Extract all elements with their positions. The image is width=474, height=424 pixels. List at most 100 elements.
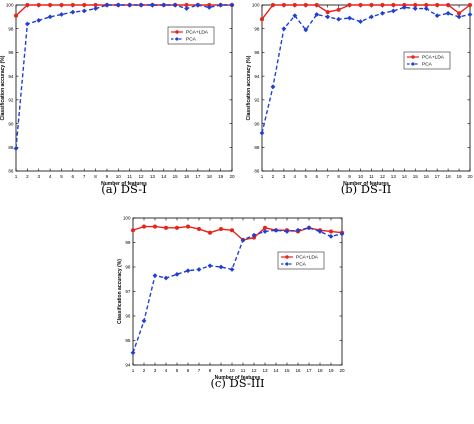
legend-label: PCA (422, 62, 433, 68)
data-point (270, 84, 276, 90)
y-tick-label: 90 (254, 121, 260, 126)
x-tick-label: 4 (165, 368, 168, 373)
data-point (36, 17, 42, 23)
x-tick-label: 9 (220, 368, 223, 373)
x-tick-label: 17 (435, 174, 441, 179)
data-point (229, 2, 235, 8)
series-pca (130, 225, 345, 356)
data-point (314, 2, 319, 8)
data-point (47, 14, 53, 20)
x-tick-label: 18 (317, 368, 323, 373)
x-tick-label: 19 (328, 368, 334, 373)
data-point (218, 226, 224, 232)
y-tick-label: 98 (125, 265, 131, 270)
x-tick-label: 4 (294, 174, 297, 179)
x-tick-label: 10 (358, 174, 364, 179)
y-tick-label: 94 (254, 74, 260, 79)
y-axis-label: Classification accuracy (%) (0, 55, 6, 120)
x-tick-label: 7 (198, 368, 201, 373)
y-tick-label: 100 (252, 3, 260, 8)
y-tick-label: 86 (254, 169, 260, 174)
y-tick-label: 94 (125, 363, 131, 368)
x-tick-label: 1 (15, 174, 18, 179)
data-point (380, 2, 385, 8)
data-point (70, 9, 76, 15)
data-point (339, 231, 345, 237)
legend-label: PCA (296, 262, 307, 268)
legend-box (167, 26, 215, 45)
data-point (336, 7, 341, 12)
data-point (93, 6, 99, 12)
data-point (130, 350, 136, 356)
data-point (281, 26, 287, 32)
series-pca (259, 4, 473, 136)
data-point (292, 13, 298, 19)
x-tick-label: 14 (161, 174, 167, 179)
y-tick-label: 95 (125, 338, 131, 343)
x-tick-label: 2 (272, 174, 275, 179)
data-point (174, 225, 180, 230)
series-line (15, 4, 232, 17)
data-point (358, 19, 364, 25)
data-point (82, 2, 87, 8)
series-pca-lda (130, 224, 345, 243)
data-point (127, 2, 133, 8)
data-point (174, 271, 180, 277)
data-point (185, 224, 191, 229)
x-tick-label: 20 (339, 368, 345, 373)
data-point (369, 2, 374, 8)
y-tick-label: 98 (8, 26, 14, 31)
legend-label: PCA+LDA (296, 255, 319, 261)
data-point (368, 14, 374, 20)
x-tick-label: 15 (284, 368, 290, 373)
data-point (58, 12, 64, 17)
data-point (401, 4, 407, 10)
data-point (303, 2, 308, 8)
x-tick-label: 18 (207, 174, 213, 179)
data-point (295, 227, 301, 233)
data-point (218, 2, 224, 8)
x-tick-label: 16 (424, 174, 430, 179)
x-tick-label: 20 (229, 174, 235, 179)
legend-marker (411, 55, 415, 59)
subfigure-caption: (a) DS-I (101, 182, 146, 196)
data-point (328, 233, 334, 239)
data-point (391, 2, 396, 8)
chart-b: 1 2 3 4 5 6 7 8 9 10 11 12 13 14 15 16 17 18 19 20868890929… (246, 3, 473, 196)
y-tick-label: 86 (8, 169, 14, 174)
data-point (25, 2, 30, 8)
data-point (163, 225, 169, 230)
data-point (434, 13, 440, 19)
data-point (152, 224, 158, 229)
y-tick-label: 96 (254, 50, 260, 55)
legend-marker (175, 30, 179, 34)
x-tick-label: 11 (127, 174, 132, 179)
x-tick-label: 1 (261, 174, 264, 179)
x-tick-label: 8 (209, 368, 212, 373)
data-point (163, 275, 169, 281)
data-point (141, 224, 147, 229)
data-point (149, 2, 155, 8)
x-tick-label: 10 (116, 174, 122, 179)
data-point (138, 2, 144, 8)
y-tick-label: 88 (254, 145, 260, 150)
x-tick-label: 10 (229, 368, 235, 373)
series-pca (13, 2, 235, 151)
x-tick-label: 14 (273, 368, 279, 373)
data-point (325, 10, 330, 15)
legend-marker (411, 62, 415, 66)
data-point (161, 2, 167, 8)
plot-frame (132, 217, 343, 366)
x-tick-label: 16 (184, 174, 190, 179)
data-point (325, 14, 331, 20)
x-tick-label: 6 (315, 174, 318, 179)
x-tick-label: 3 (154, 368, 157, 373)
data-point (292, 2, 297, 8)
data-point (336, 16, 342, 22)
data-point (59, 2, 64, 8)
data-point (251, 232, 257, 238)
x-tick-label: 13 (391, 174, 397, 179)
